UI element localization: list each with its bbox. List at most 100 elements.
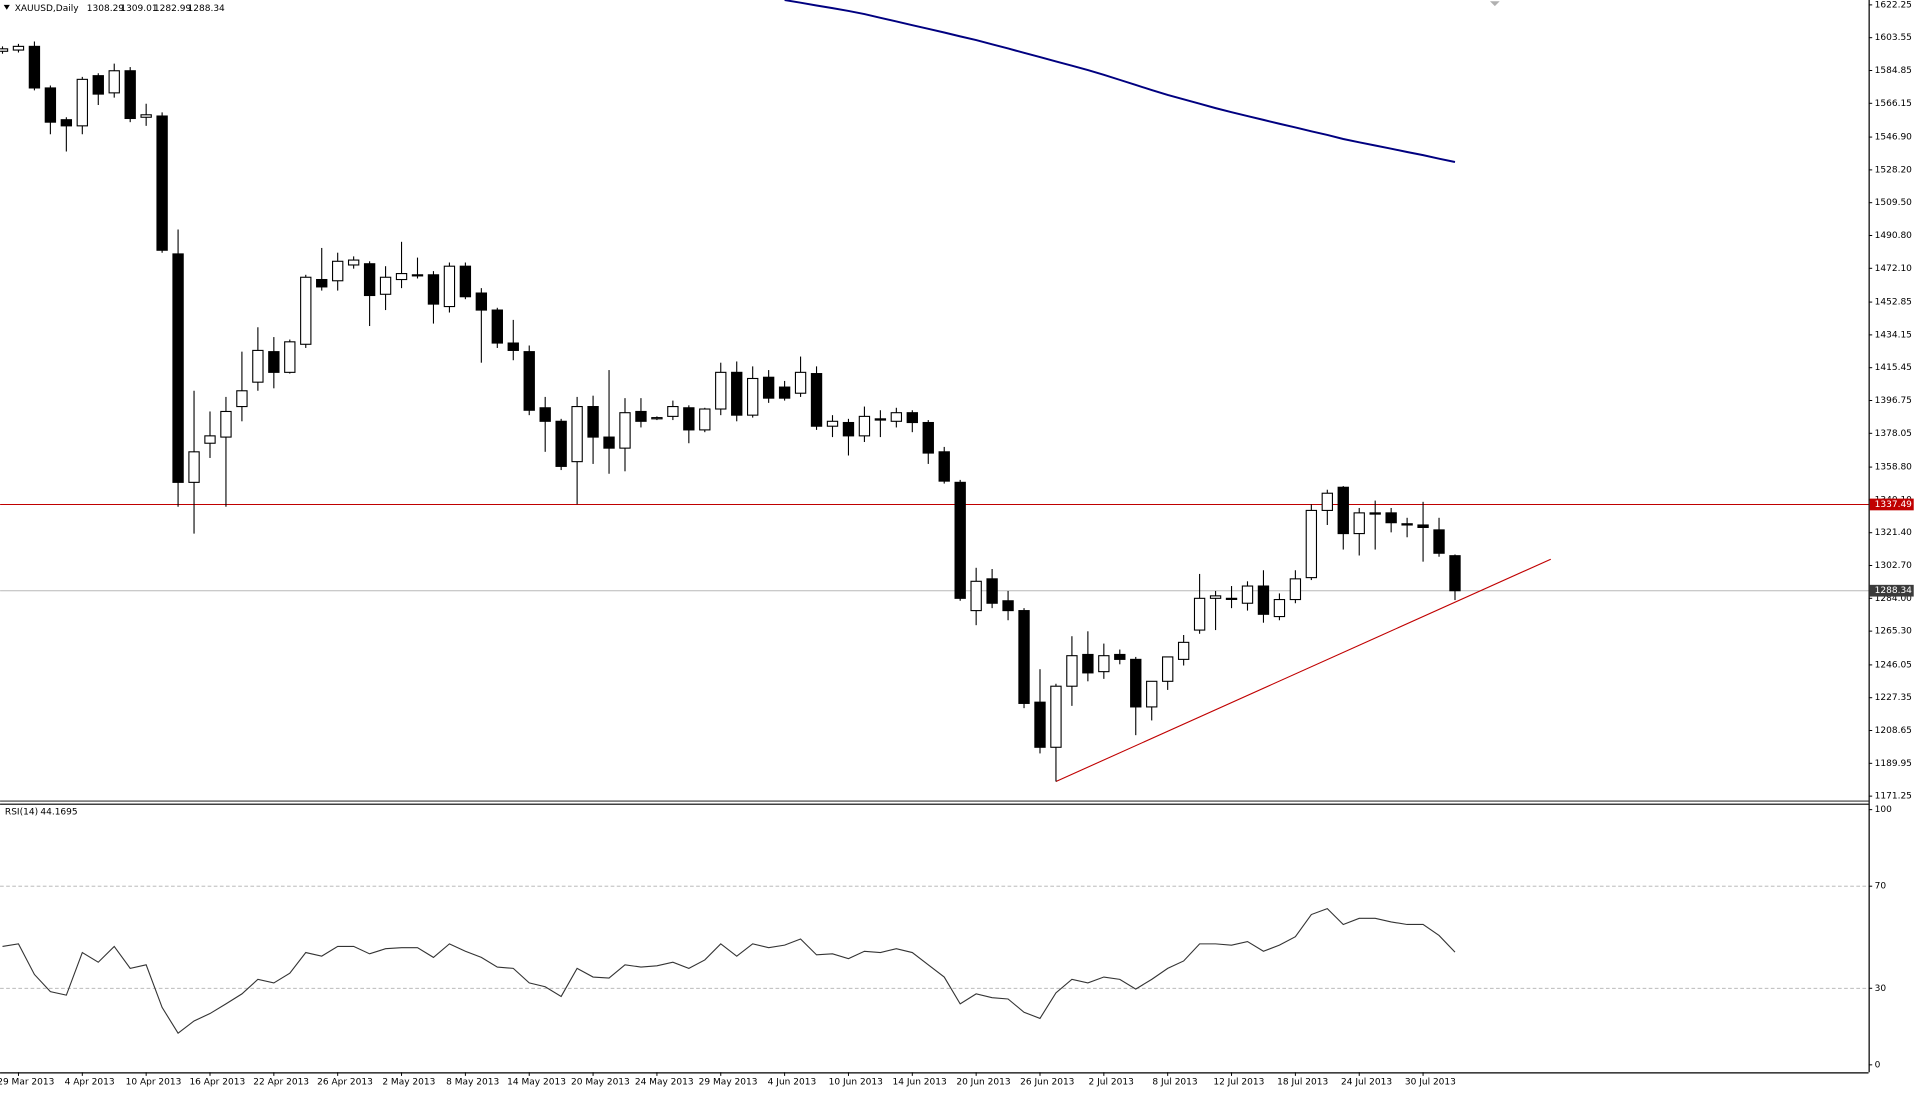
candle-body: [284, 341, 296, 373]
x-tick-label: 22 Apr 2013: [253, 1078, 309, 1088]
y-tick-label: 1227.35: [1875, 693, 1912, 703]
candle-body: [842, 421, 855, 437]
y-tick-label: 1622.25: [1875, 0, 1912, 10]
candle-body: [1337, 486, 1349, 535]
x-tick-label: 18 Jul 2013: [1277, 1078, 1328, 1088]
candle-body: [459, 265, 472, 298]
y-tick-label: 70: [1875, 882, 1887, 892]
candle-body: [794, 371, 807, 394]
hline-price-label: 1337.49: [1875, 500, 1913, 510]
rsi-line: [2, 908, 1456, 1035]
candle-body: [603, 436, 615, 449]
candle-body: [635, 410, 647, 422]
candle-body: [1018, 610, 1030, 704]
y-tick-label: 1208.65: [1875, 726, 1912, 736]
y-tick-label: 1472.10: [1875, 264, 1913, 274]
last-close: 1288.34: [188, 4, 226, 14]
x-tick-label: 20 May 2013: [571, 1078, 630, 1088]
candle-body: [523, 351, 535, 411]
y-tick-label: 100: [1875, 805, 1892, 815]
candle-body: [1050, 685, 1062, 748]
candle-body: [762, 376, 775, 399]
candle-body: [475, 292, 488, 311]
candle-body: [970, 580, 982, 612]
y-tick-label: 1415.45: [1875, 363, 1912, 373]
shift-marker-icon: [1489, 1, 1500, 7]
candle-body: [156, 115, 168, 251]
x-tick-label: 16 Apr 2013: [189, 1078, 245, 1088]
candle-body: [140, 114, 152, 118]
candle-body: [12, 45, 25, 51]
candle-body: [332, 260, 344, 282]
candle-body: [108, 70, 120, 94]
candle-body: [1162, 656, 1174, 682]
candle-body: [1098, 655, 1110, 673]
hline-price-box: [1869, 498, 1914, 511]
candle-body: [1417, 524, 1429, 528]
candle-body: [1273, 598, 1286, 618]
candle-body: [826, 420, 839, 427]
candle-body: [124, 70, 136, 120]
candle-body: [28, 45, 41, 89]
candle-body: [1449, 555, 1461, 592]
candle-body: [1034, 701, 1046, 748]
y-tick-label: 1171.25: [1875, 792, 1912, 802]
candle-body: [954, 481, 966, 599]
candle-body: [619, 412, 631, 449]
y-tick-label: 1584.85: [1875, 66, 1912, 76]
candle-body: [651, 417, 663, 420]
x-tick-label: 8 Jul 2013: [1152, 1078, 1198, 1088]
candle-body: [1401, 523, 1413, 526]
candle-body: [204, 435, 216, 444]
candle-body: [715, 371, 727, 410]
candle-body: [874, 418, 887, 421]
candle-body: [1082, 653, 1094, 674]
x-tick-label: 8 May 2013: [446, 1078, 499, 1088]
moving-average-line: [784, 0, 1456, 163]
x-tick-label: 24 May 2013: [635, 1078, 694, 1088]
candle-body: [1369, 512, 1381, 515]
candle-body: [778, 386, 791, 399]
candle-body: [1321, 492, 1333, 511]
bid-price-box: [1869, 584, 1914, 597]
candle-body: [571, 406, 583, 463]
candle-body: [236, 390, 248, 408]
x-tick-label: 4 Jun 2013: [768, 1078, 817, 1088]
candle-body: [1002, 600, 1014, 612]
x-tick-label: 30 Jul 2013: [1405, 1078, 1456, 1088]
candle-body: [44, 87, 57, 123]
y-tick-label: 30: [1875, 984, 1887, 994]
candle-body: [1257, 585, 1270, 615]
candle-body: [379, 276, 392, 295]
candle-body: [1353, 512, 1365, 535]
plot-area: [0, 0, 1869, 782]
candle-body: [268, 351, 280, 373]
candle-body: [906, 412, 918, 424]
candle-body: [858, 415, 871, 437]
bid-price-label: 1288.34: [1875, 586, 1913, 596]
candle-body: [427, 274, 440, 305]
candle-body: [555, 420, 567, 467]
menu-arrow-icon: [3, 4, 10, 10]
candle-body: [747, 377, 759, 416]
last-high: 1309.01: [120, 4, 157, 14]
candle-body: [922, 421, 934, 454]
x-tick-label: 14 May 2013: [507, 1078, 566, 1088]
y-tick-label: 1546.90: [1875, 133, 1913, 143]
candle-body: [587, 406, 599, 438]
y-tick-label: 1528.20: [1875, 165, 1913, 175]
candle-body: [667, 406, 679, 417]
candle-body: [60, 119, 73, 127]
x-tick-label: 4 Apr 2013: [65, 1078, 115, 1088]
candle-body: [76, 78, 88, 127]
x-tick-label: 10 Apr 2013: [126, 1078, 182, 1088]
candle-body: [1146, 680, 1158, 708]
candle-body: [1130, 658, 1142, 708]
candle-body: [300, 276, 312, 345]
candle-body: [1193, 597, 1206, 631]
candle-body: [443, 265, 456, 308]
y-tick-label: 1284.00: [1875, 594, 1913, 604]
candle-body: [188, 451, 200, 483]
candle-body: [411, 274, 424, 277]
